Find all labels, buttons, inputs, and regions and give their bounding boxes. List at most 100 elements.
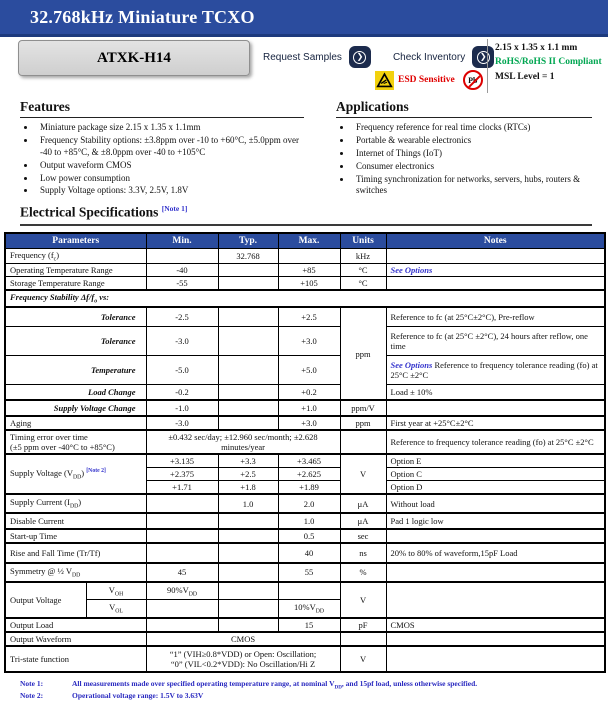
param-cell: Start-up Time	[4, 528, 147, 544]
value-cell: ±0.432 sec/day; ±12.960 sec/month; ±2.62…	[145, 429, 341, 455]
footnote: Note 2: Operational voltage range: 1.5V …	[20, 691, 608, 701]
param-cell: Rise and Fall Time (Tr/Tf)	[4, 541, 147, 564]
features-applications: Features Miniature package size 2.15 x 1…	[0, 97, 608, 198]
footnote-text: Operational voltage range: 1.5V to 3.63V	[72, 691, 204, 701]
table-row: Tolerance -3.0 +3.0 Reference to fc (at …	[4, 326, 606, 357]
col-parameters: Parameters	[4, 232, 147, 249]
esd-row: ESD Sensitive Pb	[375, 70, 483, 90]
applications-section: Applications Frequency reference for rea…	[335, 99, 592, 198]
table-row: Output Voltage VOH 90%VDD V	[4, 580, 606, 619]
param-cell: Disable Current	[4, 511, 147, 530]
max-cell: 2.0	[277, 493, 341, 514]
typ-cell: +2.5	[217, 467, 279, 482]
param-cell: Storage Temperature Range	[4, 276, 147, 291]
notes-cell: First year at +25°C±2°C	[385, 415, 606, 431]
header-divider	[487, 39, 488, 93]
param-cell: Output Load	[4, 617, 147, 633]
notes-cell: Reference to fc (at 25°C±2°C), Pre-reflo…	[385, 306, 606, 328]
min-cell: -1.0	[145, 399, 219, 417]
see-options-link[interactable]: See Options	[390, 360, 435, 371]
typ-cell: 1.0	[217, 493, 279, 514]
pb-free-icon: Pb	[462, 70, 483, 90]
table-row: Frequency Stability Δf/fo vs:	[4, 289, 606, 308]
param-cell: Supply Voltage (VDD) [Note 2]	[4, 453, 147, 495]
max-cell: 40	[277, 541, 341, 564]
footnotes: Note 1: All measurements made over speci…	[0, 673, 608, 702]
units-cell: ppm	[339, 415, 387, 431]
units-cell: ppm	[339, 306, 387, 401]
list-item: Consumer electronics	[352, 161, 592, 173]
max-cell: +2.625	[277, 467, 341, 482]
table-row: Supply Voltage Change -1.0 +1.0 ppm/V	[4, 399, 606, 417]
check-inventory-label[interactable]: Check Inventory	[392, 51, 466, 63]
table-row: Frequency (fc) 32.768 kHz	[4, 247, 606, 265]
param-cell: Supply Voltage Change	[4, 399, 147, 417]
param-cell: Timing error over time (±5 ppm over -40°C…	[4, 429, 147, 455]
request-samples-button[interactable]: ❯	[348, 46, 371, 68]
table-row: Aging -3.0 +3.0 ppm First year at +25°C±…	[4, 415, 606, 431]
table-row: +2.375 +2.5 +2.625 Option C	[5, 467, 606, 482]
table-row: Symmetry @ ½ VDD 45 55 %	[4, 562, 606, 583]
header-band: ATXK-H14 Request Samples ❯ Check Invento…	[0, 37, 608, 97]
table-row: Supply Voltage (VDD) [Note 2] +3.135 +3.…	[4, 453, 606, 495]
min-cell: 90%VDD	[145, 580, 219, 601]
table-row: Timing error over time (±5 ppm over -40°C…	[4, 429, 606, 455]
esd-label: ESD Sensitive	[398, 75, 455, 85]
notes-cell: CMOS	[385, 617, 606, 633]
table-row: Operating Temperature Range -40 +85 °C S…	[4, 263, 606, 278]
features-list: Miniature package size 2.15 x 1.35 x 1.1…	[36, 122, 304, 197]
footnote-text: All measurements made over specified ope…	[72, 679, 478, 691]
units-cell: V	[339, 580, 387, 619]
min-cell: -3.0	[145, 326, 219, 357]
list-item: Timing synchronization for networks, ser…	[352, 174, 592, 198]
notes-cell: Pad 1 logic low	[385, 511, 606, 530]
notes-cell: Option E	[385, 453, 606, 469]
rohs-label: RoHS/RoHS II Compliant	[495, 57, 602, 68]
footnote: Note 1: All measurements made over speci…	[20, 679, 608, 691]
table-row: Storage Temperature Range -55 +105 °C	[4, 276, 606, 291]
units-cell: ppm/V	[339, 399, 387, 417]
min-cell: -3.0	[145, 415, 219, 431]
units-cell: V	[339, 645, 387, 673]
units-cell: %	[339, 562, 387, 583]
table-row: Rise and Fall Time (Tr/Tf) 40 ns 20% to …	[4, 541, 606, 564]
max-cell: +1.89	[277, 480, 341, 495]
check-inventory-button[interactable]: ❯	[472, 46, 495, 68]
typ-cell: +1.8	[217, 480, 279, 495]
units-cell: μA	[339, 493, 387, 514]
part-number-box: ATXK-H14	[18, 40, 250, 76]
typ-cell: +3.3	[217, 453, 279, 469]
table-row: Tolerance -2.5 +2.5 ppm Reference to fc …	[4, 306, 606, 401]
heading-rule	[20, 223, 592, 226]
units-cell: V	[339, 453, 387, 495]
typ-cell: 32.768	[217, 247, 279, 265]
electrical-specs-table: Parameters Min. Typ. Max. Units Notes Fr…	[4, 231, 607, 674]
see-options-link[interactable]: See Options	[390, 265, 433, 276]
arrow-right-icon: ❯	[353, 50, 367, 64]
applications-list: Frequency reference for real time clocks…	[352, 122, 592, 197]
col-units: Units	[339, 232, 387, 249]
max-cell: +1.0	[277, 399, 341, 417]
max-cell: +3.0	[277, 415, 341, 431]
max-cell: +85	[277, 263, 341, 278]
param-cell: Tolerance	[4, 306, 147, 328]
notes-cell: See Options	[385, 263, 606, 278]
list-item: Portable & wearable electronics	[352, 135, 592, 147]
notes-cell: Option C	[385, 467, 606, 482]
notes-cell: Without load	[385, 493, 606, 514]
value-cell: “1” (VIH≥0.8*VDD) or Open: Oscillation; “…	[145, 645, 341, 673]
notes-cell: Reference to fc (at 25°C ±2°C), 24 hours…	[385, 326, 606, 357]
features-section: Features Miniature package size 2.15 x 1…	[20, 99, 304, 198]
units-cell: °C	[339, 263, 387, 278]
min-cell: -5.0	[145, 355, 219, 386]
list-item: Supply Voltage options: 3.3V, 2.5V, 1.8V	[36, 185, 304, 197]
units-cell: °C	[339, 276, 387, 291]
min-cell: -2.5	[145, 306, 219, 328]
param-cell: Aging	[4, 415, 147, 431]
table-row: Temperature -5.0 +5.0 See Options Refere…	[4, 355, 606, 386]
list-item: Miniature package size 2.15 x 1.35 x 1.1…	[36, 122, 304, 134]
request-samples-label[interactable]: Request Samples	[263, 51, 342, 63]
table-row: Supply Current (IDD) 1.0 2.0 μA Without …	[4, 493, 606, 514]
notes-cell: See Options Reference to frequency toler…	[385, 355, 606, 386]
header-info: 2.15 x 1.35 x 1.1 mm RoHS/RoHS II Compli…	[495, 41, 602, 84]
